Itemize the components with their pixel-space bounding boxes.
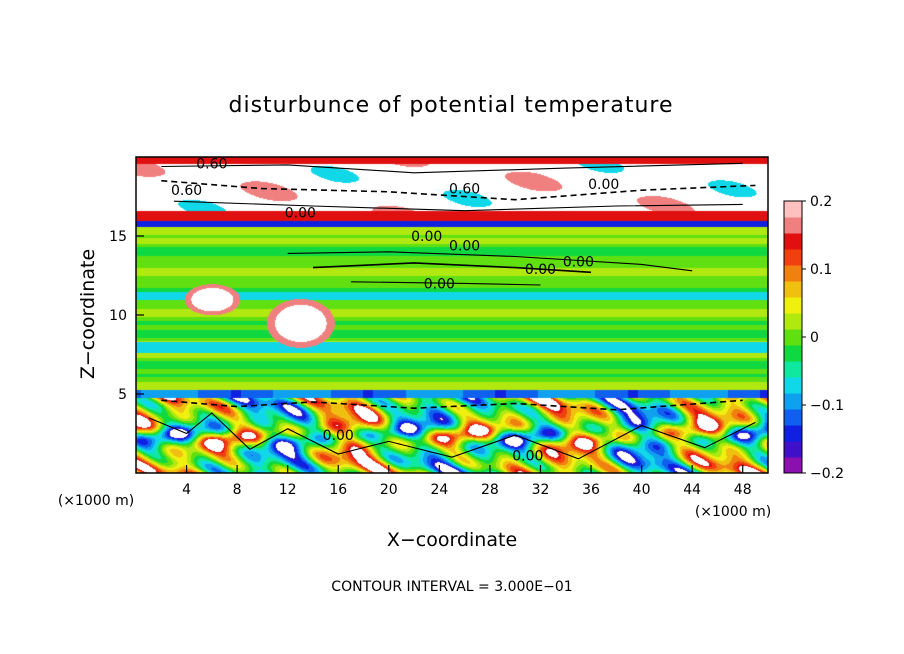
x-unit-left: (×1000 m) — [58, 493, 134, 509]
chart-title: disturbunce of potential temperature — [229, 93, 674, 118]
contour-label: 0.00 — [563, 254, 594, 270]
x-tick-label: 8 — [233, 482, 242, 498]
contour-label: 0.00 — [424, 276, 455, 292]
x-axis-label: X−coordinate — [387, 529, 517, 551]
x-tick-label: 16 — [329, 482, 347, 498]
y-tick-label: 5 — [118, 387, 127, 403]
y-tick-label: 10 — [109, 308, 127, 324]
contour-label: 0.60 — [171, 183, 202, 199]
x-tick-label: 4 — [182, 482, 191, 498]
x-tick-label: 40 — [633, 482, 651, 498]
x-tick-label: 48 — [734, 482, 752, 498]
contour-interval-text: CONTOUR INTERVAL = 3.000E−01 — [331, 579, 572, 595]
contour-label: 0.00 — [588, 177, 619, 193]
contour-label: 0.00 — [285, 205, 316, 221]
colorbar-tick-label: −0.2 — [810, 466, 844, 482]
colorbar: 0.2 0.1 0 −0.1 −0.2 — [783, 194, 844, 482]
colorbar-segment — [784, 393, 802, 410]
colorbar-segment — [784, 345, 802, 362]
contour-line — [161, 162, 743, 174]
contour-label: 0.00 — [525, 262, 556, 278]
x-tick-label: 32 — [532, 482, 550, 498]
contour-line — [173, 200, 743, 212]
field-raster — [136, 157, 768, 473]
contour-label: 0.60 — [196, 156, 227, 172]
x-tick-label: 44 — [683, 482, 701, 498]
colorbar-segment — [784, 361, 802, 378]
y-axis-label: Z−coordinate — [77, 249, 99, 379]
colorbar-segment — [784, 297, 802, 314]
contour-label: 0.60 — [449, 182, 480, 198]
x-tick-label: 36 — [582, 482, 600, 498]
y-tick-label: 15 — [109, 229, 127, 245]
x-tick-label: 20 — [380, 482, 398, 498]
contour-labels: 0.60 0.60 0.60 0.00 0.00 0.00 0.00 0.00 0.00 0.00… — [171, 156, 619, 465]
contour-line — [312, 262, 592, 274]
colorbar-segment — [784, 457, 802, 474]
colorbar-segment — [784, 217, 802, 234]
colorbar-segment — [784, 281, 802, 298]
contour-line — [350, 281, 541, 286]
contour-label: 0.00 — [512, 449, 543, 465]
contour-line — [148, 412, 756, 460]
contour-line — [161, 399, 743, 411]
colorbar-segment — [784, 441, 802, 458]
colorbar-tick-label: 0.1 — [810, 262, 832, 278]
colorbar-segment — [784, 409, 802, 426]
x-tick-label: 24 — [430, 482, 448, 498]
contour-lines — [148, 162, 756, 460]
x-axis: 4 8 12 16 20 24 28 32 36 40 44 48 — [182, 465, 752, 498]
x-tick-label: 28 — [481, 482, 499, 498]
x-tick-label: 12 — [279, 482, 297, 498]
colorbar-segment — [784, 329, 802, 346]
colorbar-tick-label: −0.1 — [810, 398, 844, 414]
colorbar-segment — [784, 265, 802, 282]
colorbar-segment — [784, 313, 802, 330]
field-color-fill — [136, 157, 768, 473]
contour-label: 0.00 — [323, 428, 354, 444]
colorbar-segment — [784, 233, 802, 250]
colorbar-tick-label: 0 — [810, 330, 819, 346]
contour-label: 0.00 — [411, 229, 442, 245]
y-axis: 5 10 15 — [109, 229, 144, 403]
x-unit-right: (×1000 m) — [695, 504, 771, 520]
colorbar-segment — [784, 425, 802, 442]
colorbar-tick-label: 0.2 — [810, 194, 832, 210]
colorbar-segment — [784, 249, 802, 266]
contour-line — [287, 251, 693, 272]
colorbar-segment — [784, 377, 802, 394]
contour-label: 0.00 — [449, 238, 480, 254]
contour-line — [161, 179, 756, 201]
colorbar-segment — [784, 201, 802, 218]
